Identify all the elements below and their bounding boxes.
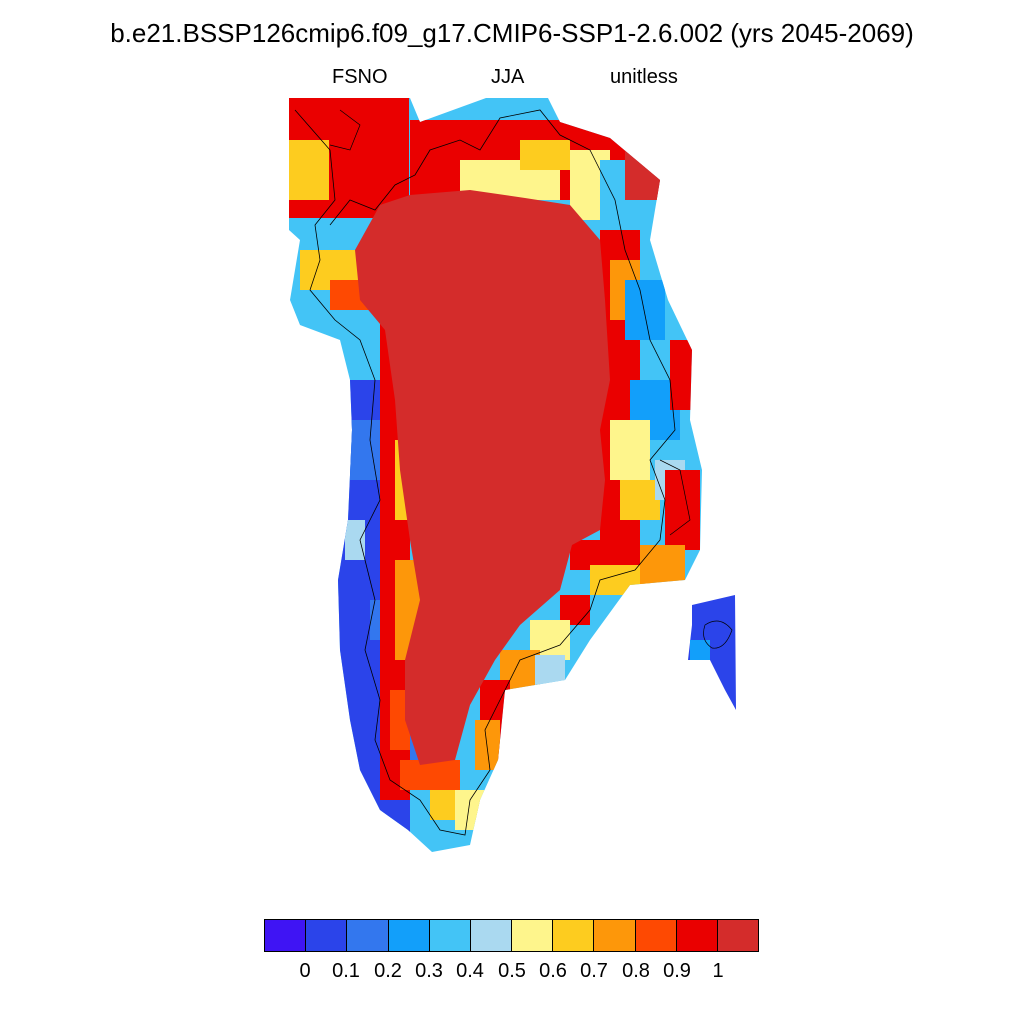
plot-title: b.e21.BSSP126cmip6.f09_g17.CMIP6-SSP1-2.… (110, 18, 914, 48)
colorbar (264, 919, 759, 952)
colorbar-label: 0.9 (663, 960, 691, 982)
snow-fraction-field (289, 98, 702, 852)
colorbar-swatch-7 (512, 920, 554, 951)
colorbar-label: 0.4 (456, 960, 484, 982)
colorbar-label: 0 (299, 960, 311, 982)
colorbar-swatch-8 (553, 920, 595, 951)
colorbar-label: 0.2 (374, 960, 402, 982)
coastline (294, 109, 676, 836)
colorbar-swatch-9 (594, 920, 636, 951)
colorbar-swatch-6 (470, 920, 513, 951)
colorbar-swatch-10 (635, 920, 677, 951)
colorbar-swatch-11 (676, 920, 718, 951)
variable-label: FSNO (332, 66, 388, 88)
colorbar-swatch-5 (429, 920, 471, 951)
iceland-fragment (688, 595, 736, 710)
colorbar-swatch-4 (388, 920, 430, 951)
units-label: unitless (610, 66, 678, 88)
colorbar-swatch-2 (306, 920, 348, 951)
colorbar-swatch-3 (347, 920, 389, 951)
colorbar-label: 0.5 (498, 960, 526, 982)
colorbar-label: 0.3 (415, 960, 443, 982)
season-label: JJA (491, 66, 525, 88)
colorbar-label: 0.1 (332, 960, 360, 982)
colorbar-label: 1 (712, 960, 724, 982)
colorbar-swatch-1 (265, 920, 307, 951)
colorbar-label: 0.6 (539, 960, 567, 982)
colorbar-label: 0.7 (580, 960, 608, 982)
colorbar-label: 0.8 (622, 960, 650, 982)
colorbar-swatch-12 (717, 920, 759, 951)
